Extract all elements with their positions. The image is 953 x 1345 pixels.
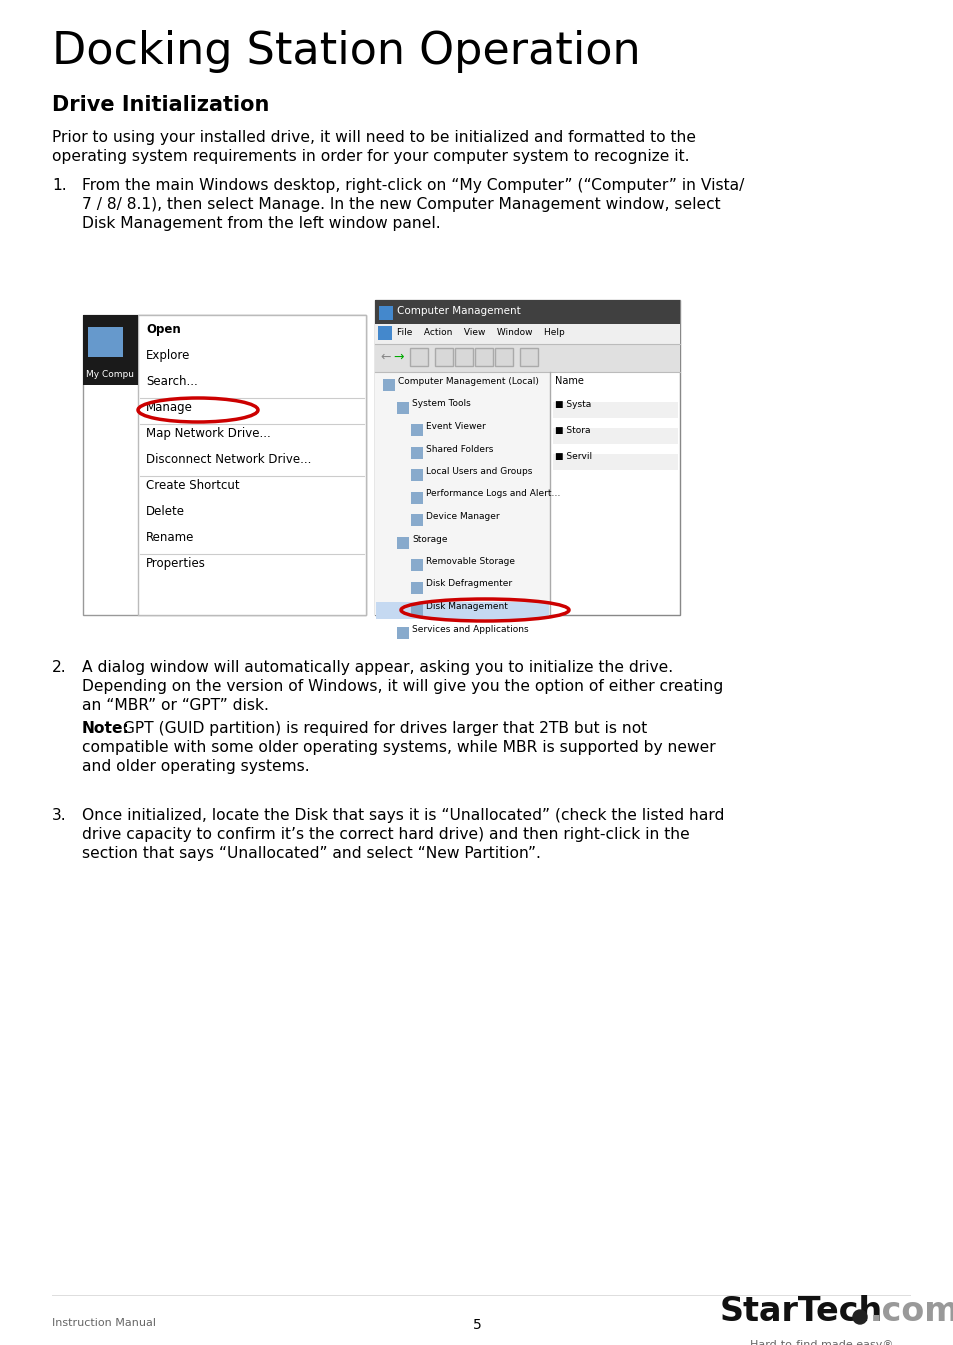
- FancyBboxPatch shape: [83, 315, 366, 615]
- FancyBboxPatch shape: [138, 315, 366, 615]
- FancyBboxPatch shape: [377, 325, 392, 340]
- Text: ■ Systa: ■ Systa: [555, 399, 591, 409]
- FancyBboxPatch shape: [553, 428, 678, 444]
- Text: Prior to using your installed drive, it will need to be initialized and formatte: Prior to using your installed drive, it …: [52, 130, 696, 145]
- FancyBboxPatch shape: [411, 469, 422, 482]
- FancyBboxPatch shape: [519, 348, 537, 366]
- Text: Computer Management (Local): Computer Management (Local): [397, 377, 538, 386]
- FancyBboxPatch shape: [495, 348, 513, 366]
- Text: Drive Initialization: Drive Initialization: [52, 95, 269, 116]
- FancyBboxPatch shape: [411, 514, 422, 526]
- Text: Delete: Delete: [146, 504, 185, 518]
- Text: Local Users and Groups: Local Users and Groups: [426, 467, 532, 476]
- Text: File    Action    View    Window    Help: File Action View Window Help: [396, 328, 564, 338]
- Text: Docking Station Operation: Docking Station Operation: [52, 30, 640, 73]
- FancyBboxPatch shape: [410, 348, 428, 366]
- FancyBboxPatch shape: [382, 379, 395, 391]
- Text: A dialog window will automatically appear, asking you to initialize the drive.: A dialog window will automatically appea…: [82, 660, 673, 675]
- Text: Note:: Note:: [82, 721, 130, 736]
- Text: →: →: [393, 351, 403, 364]
- FancyBboxPatch shape: [411, 447, 422, 459]
- Text: Rename: Rename: [146, 531, 194, 543]
- Text: compatible with some older operating systems, while MBR is supported by newer: compatible with some older operating sys…: [82, 740, 715, 755]
- Text: GPT (GUID partition) is required for drives larger that 2TB but is not: GPT (GUID partition) is required for dri…: [118, 721, 646, 736]
- Text: Open: Open: [146, 323, 180, 336]
- Text: 1.: 1.: [52, 178, 67, 192]
- FancyBboxPatch shape: [455, 348, 473, 366]
- FancyBboxPatch shape: [375, 373, 550, 615]
- Text: Once initialized, locate the Disk that says it is “Unallocated” (check the liste: Once initialized, locate the Disk that s…: [82, 808, 723, 823]
- Text: ■ Servil: ■ Servil: [555, 452, 592, 461]
- Text: StarTech: StarTech: [720, 1295, 882, 1328]
- FancyBboxPatch shape: [396, 402, 409, 413]
- Text: 5: 5: [472, 1318, 481, 1332]
- Text: Event Viewer: Event Viewer: [426, 422, 485, 430]
- Text: drive capacity to confirm it’s the correct hard drive) and then right-click in t: drive capacity to confirm it’s the corre…: [82, 827, 689, 842]
- Text: Create Shortcut: Create Shortcut: [146, 479, 239, 492]
- FancyBboxPatch shape: [83, 315, 138, 385]
- Text: Search...: Search...: [146, 375, 197, 387]
- FancyBboxPatch shape: [553, 455, 678, 469]
- Text: operating system requirements in order for your computer system to recognize it.: operating system requirements in order f…: [52, 149, 689, 164]
- FancyBboxPatch shape: [411, 581, 422, 593]
- FancyBboxPatch shape: [375, 324, 679, 344]
- FancyBboxPatch shape: [411, 491, 422, 503]
- Text: Hard-to-find made easy®: Hard-to-find made easy®: [749, 1340, 892, 1345]
- Text: Disk Defragmenter: Disk Defragmenter: [426, 580, 512, 589]
- FancyBboxPatch shape: [375, 603, 548, 619]
- Text: and older operating systems.: and older operating systems.: [82, 759, 310, 773]
- FancyBboxPatch shape: [375, 344, 679, 373]
- FancyBboxPatch shape: [375, 300, 679, 324]
- Text: Map Network Drive...: Map Network Drive...: [146, 426, 271, 440]
- Text: Manage: Manage: [146, 401, 193, 414]
- Text: Disk Management: Disk Management: [426, 603, 507, 611]
- Circle shape: [852, 1310, 866, 1323]
- Text: ■ Stora: ■ Stora: [555, 426, 590, 434]
- Text: Disconnect Network Drive...: Disconnect Network Drive...: [146, 453, 311, 465]
- Text: Depending on the version of Windows, it will give you the option of either creat: Depending on the version of Windows, it …: [82, 679, 722, 694]
- FancyBboxPatch shape: [475, 348, 493, 366]
- Text: System Tools: System Tools: [412, 399, 470, 409]
- Text: 2.: 2.: [52, 660, 67, 675]
- Text: 7 / 8/ 8.1), then select Manage. In the new Computer Management window, select: 7 / 8/ 8.1), then select Manage. In the …: [82, 196, 720, 213]
- FancyBboxPatch shape: [375, 300, 679, 615]
- Text: Services and Applications: Services and Applications: [412, 624, 528, 633]
- Text: Properties: Properties: [146, 557, 206, 570]
- Text: Device Manager: Device Manager: [426, 512, 499, 521]
- Text: Removable Storage: Removable Storage: [426, 557, 515, 566]
- Text: Storage: Storage: [412, 534, 447, 543]
- FancyBboxPatch shape: [411, 424, 422, 436]
- Text: My Compu: My Compu: [86, 370, 133, 379]
- Text: Performance Logs and Alert…: Performance Logs and Alert…: [426, 490, 559, 499]
- Text: Shared Folders: Shared Folders: [426, 444, 493, 453]
- Text: Disk Management from the left window panel.: Disk Management from the left window pan…: [82, 217, 440, 231]
- Text: ←: ←: [379, 351, 390, 364]
- Text: an “MBR” or “GPT” disk.: an “MBR” or “GPT” disk.: [82, 698, 269, 713]
- FancyBboxPatch shape: [553, 402, 678, 418]
- FancyBboxPatch shape: [83, 315, 366, 385]
- FancyBboxPatch shape: [435, 348, 453, 366]
- Text: Name: Name: [555, 377, 583, 386]
- Text: Instruction Manual: Instruction Manual: [52, 1318, 156, 1328]
- FancyBboxPatch shape: [396, 537, 409, 549]
- FancyBboxPatch shape: [88, 327, 123, 356]
- Text: 3.: 3.: [52, 808, 67, 823]
- FancyBboxPatch shape: [411, 604, 422, 616]
- Text: From the main Windows desktop, right-click on “My Computer” (“Computer” in Vista: From the main Windows desktop, right-cli…: [82, 178, 743, 192]
- Text: .com: .com: [869, 1295, 953, 1328]
- FancyBboxPatch shape: [396, 627, 409, 639]
- Text: Computer Management: Computer Management: [396, 307, 520, 316]
- Text: Explore: Explore: [146, 348, 191, 362]
- FancyBboxPatch shape: [378, 307, 393, 320]
- Text: section that says “Unallocated” and select “New Partition”.: section that says “Unallocated” and sele…: [82, 846, 540, 861]
- FancyBboxPatch shape: [411, 560, 422, 572]
